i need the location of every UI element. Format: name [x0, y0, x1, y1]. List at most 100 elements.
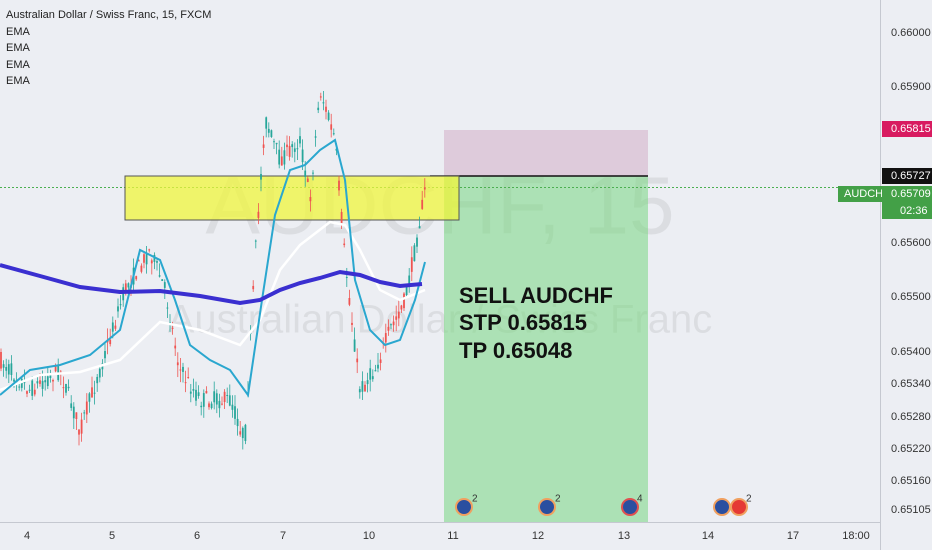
candle-body: [369, 368, 372, 380]
candle-body: [135, 276, 138, 280]
candle-body: [384, 333, 387, 343]
candle-body: [83, 412, 86, 414]
candle-body: [325, 106, 327, 112]
candle-body: [423, 187, 426, 190]
candle-body: [124, 283, 127, 293]
stop-zone: [444, 130, 648, 176]
event-flag[interactable]: [538, 498, 556, 516]
price-label: 0.65600: [891, 237, 931, 249]
candle-body: [262, 144, 265, 148]
candle-body: [127, 283, 130, 288]
candle-body: [5, 366, 8, 371]
candle-body: [91, 387, 93, 398]
event-flag[interactable]: [455, 498, 473, 516]
candle-body: [221, 403, 223, 405]
candle-body: [319, 96, 322, 98]
candle-body: [117, 306, 119, 312]
candle-body: [236, 418, 239, 427]
candle-body: [44, 380, 47, 383]
price-axis: 0.66000 0.65900 0.65600 0.65500 0.65400 …: [838, 27, 932, 516]
time-label: 17: [787, 530, 799, 542]
candle-body: [98, 368, 101, 378]
candle-body: [361, 381, 364, 392]
event-count: 4: [637, 494, 643, 505]
candle-body: [231, 404, 234, 410]
candle-body: [189, 391, 192, 394]
indicator-label: EMA: [6, 42, 31, 54]
candle-body: [31, 380, 34, 396]
candle-body: [377, 364, 379, 369]
candle-body: [197, 392, 200, 397]
candle-body: [288, 145, 291, 157]
countdown-badge: 02:36: [900, 205, 928, 217]
chart-title: Australian Dollar / Swiss Franc, 15, FXC…: [6, 9, 211, 21]
candle-body: [387, 326, 390, 331]
event-count: 2: [472, 494, 478, 505]
candle-body: [267, 128, 270, 133]
candle-body: [392, 321, 395, 326]
candle-body: [171, 327, 174, 329]
candle-body: [161, 279, 164, 281]
candle-body: [111, 322, 114, 332]
candle-body: [299, 136, 301, 144]
candle-body: [374, 370, 377, 372]
event-count: 2: [555, 494, 561, 505]
event-flag[interactable]: [730, 498, 748, 516]
candle-body: [239, 431, 242, 435]
candle-body: [114, 325, 117, 329]
candle-body: [351, 322, 353, 325]
candle-body: [286, 144, 288, 148]
candle-body: [13, 379, 15, 382]
candle-body: [312, 172, 314, 174]
candle-body: [145, 254, 148, 265]
candle-body: [213, 391, 216, 403]
candle-body: [234, 406, 236, 419]
candle-body: [153, 254, 156, 262]
event-count: 2: [746, 494, 752, 505]
candle-body: [327, 112, 330, 120]
candle-body: [317, 107, 320, 111]
candle-body: [343, 243, 346, 246]
indicator-label: EMA: [6, 59, 31, 71]
candle-body: [210, 403, 213, 409]
event-flag[interactable]: [621, 498, 639, 516]
stop-badge: 0.65815: [891, 123, 931, 135]
candle-body: [226, 395, 229, 397]
candle-body: [20, 378, 23, 388]
candle-body: [33, 389, 36, 395]
candle-body: [330, 124, 333, 130]
candle-body: [182, 366, 184, 372]
candle-body: [228, 395, 231, 406]
candle-body: [241, 427, 244, 439]
event-flag[interactable]: [713, 498, 731, 516]
candle-body: [348, 297, 351, 305]
candle-body: [291, 144, 294, 148]
badge: [882, 121, 932, 137]
candle-body: [301, 149, 304, 163]
candle-body: [252, 285, 255, 290]
candle-body: [215, 393, 218, 405]
candle-body: [163, 282, 166, 288]
candle-body: [156, 261, 158, 263]
candle-body: [400, 305, 403, 310]
indicator-label: EMA: [6, 26, 31, 38]
candle-body: [397, 311, 400, 319]
candle-body: [70, 403, 73, 408]
candle-body: [67, 386, 70, 389]
candle-body: [65, 383, 67, 393]
time-axis: 4 5 6 7 10 11 12 13 14 17 18:00: [24, 530, 870, 542]
candle-body: [413, 245, 416, 262]
candle-body: [109, 339, 112, 345]
candle-body: [150, 260, 153, 264]
candle-body: [408, 275, 411, 284]
time-label: 6: [194, 530, 200, 542]
candle-body: [52, 379, 54, 382]
candle-body: [200, 405, 203, 408]
candle-body: [0, 352, 2, 369]
candle-body: [137, 260, 140, 262]
event-flags[interactable]: 2 2 4 2: [455, 494, 752, 516]
price-label: 0.65105: [891, 504, 931, 516]
candle-body: [218, 400, 221, 409]
